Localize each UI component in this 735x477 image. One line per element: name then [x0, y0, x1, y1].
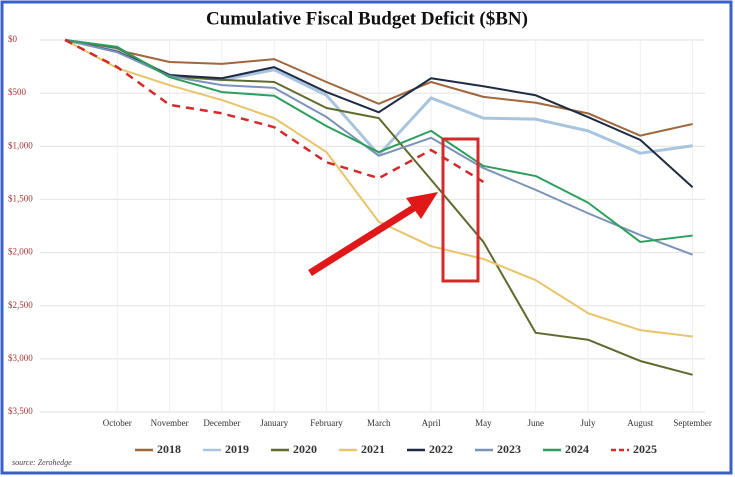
y-tick-label: $2,500	[8, 300, 33, 310]
x-tick-label: March	[367, 418, 391, 428]
x-tick-label: November	[151, 418, 189, 428]
legend-label: 2022	[429, 442, 453, 456]
series-line	[64, 39, 693, 338]
highlight-box	[441, 137, 480, 283]
legend-label: 2024	[565, 442, 589, 456]
x-tick-label: September	[673, 418, 712, 428]
legend-label: 2019	[225, 442, 249, 456]
x-tick-label: April	[422, 418, 441, 428]
y-tick-label: $500	[8, 87, 27, 97]
series-line	[64, 38, 485, 183]
series-line	[64, 39, 693, 243]
x-tick-label: June	[527, 418, 544, 428]
y-tick-label: $2,000	[8, 247, 33, 257]
y-tick-label: $1,500	[8, 193, 33, 203]
y-tick-label: $0	[8, 34, 18, 44]
legend-label: 2021	[361, 442, 385, 456]
source: source: Zerohedge	[12, 458, 72, 467]
x-tick-label: October	[103, 418, 132, 428]
x-tick-label: February	[310, 418, 343, 428]
x-tick-label: May	[475, 418, 492, 428]
chart-title: Cumulative Fiscal Budget Deficit ($BN)	[206, 8, 528, 29]
legend-label: 2025	[633, 442, 657, 456]
arrow-shaft	[308, 201, 422, 276]
series-line	[64, 39, 693, 137]
y-tick-label: $3,000	[8, 353, 33, 363]
y-tick-label: $1,000	[8, 140, 33, 150]
legend-label: 2023	[497, 442, 521, 456]
x-tick-label: August	[627, 418, 654, 428]
plot: $0 $500 $1,000 $1,500 $2,000 $2,500 $3,000 $3,5…	[8, 34, 712, 428]
legend-label: 2020	[293, 442, 317, 456]
y-tick-label: $3,500	[8, 406, 33, 416]
arrow-head	[406, 192, 438, 219]
legend-label: 2018	[157, 442, 181, 456]
x-tick-label: July	[580, 418, 596, 428]
x-tick-label: January	[260, 418, 288, 428]
x-tick-label: December	[203, 418, 240, 428]
